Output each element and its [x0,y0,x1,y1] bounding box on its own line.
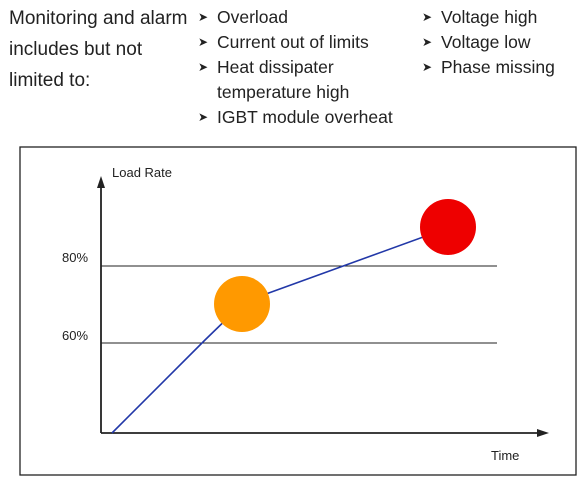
x-axis-arrowhead-icon [537,429,549,437]
arrowhead-bullet-icon: ➤ [197,35,209,49]
list-item-text: Voltage high [441,7,538,27]
intro-text: Monitoring and alarm includes but not li… [9,8,188,91]
list-item: ➤ Phase missing [420,55,580,80]
arrowhead-bullet-icon: ➤ [421,10,433,24]
diagram-frame [19,146,577,476]
arrowhead-bullet-icon: ➤ [421,35,433,49]
list-item-text: Voltage low [441,32,531,52]
arrowhead-bullet-icon: ➤ [197,60,209,74]
list-item: ➤ Current out of limits [196,30,426,55]
threshold-label-60: 60% [62,328,88,343]
list-item-text: Heat dissipater temperature high [217,57,350,102]
arrowhead-bullet-icon: ➤ [197,110,209,124]
list-item: ➤ Voltage high [420,5,580,30]
list-item-text: Overload [217,7,289,27]
alarm-marker-red [420,199,476,255]
arrowhead-bullet-icon: ➤ [197,10,209,24]
warning-marker-orange [214,276,270,332]
threshold-label-80: 80% [62,250,88,265]
alarm-list-right: ➤ Voltage high ➤ Voltage low ➤ Phase mis… [420,5,580,80]
y-axis-label: Load Rate [112,165,172,180]
list-item: ➤ Heat dissipater temperature high [196,55,426,105]
list-item: ➤ IGBT module overheat [196,105,426,130]
list-item-text: IGBT module overheat [217,107,393,127]
list-item-text: Phase missing [441,57,555,77]
list-item: ➤ Voltage low [420,30,580,55]
alarm-list-left: ➤ Overload ➤ Current out of limits ➤ Hea… [196,5,426,130]
list-item-text: Current out of limits [217,32,369,52]
load-curve [111,227,449,434]
list-item: ➤ Overload [196,5,426,30]
y-axis-arrowhead-icon [97,176,105,188]
x-axis-label: Time [491,448,519,463]
arrowhead-bullet-icon: ➤ [421,60,433,74]
